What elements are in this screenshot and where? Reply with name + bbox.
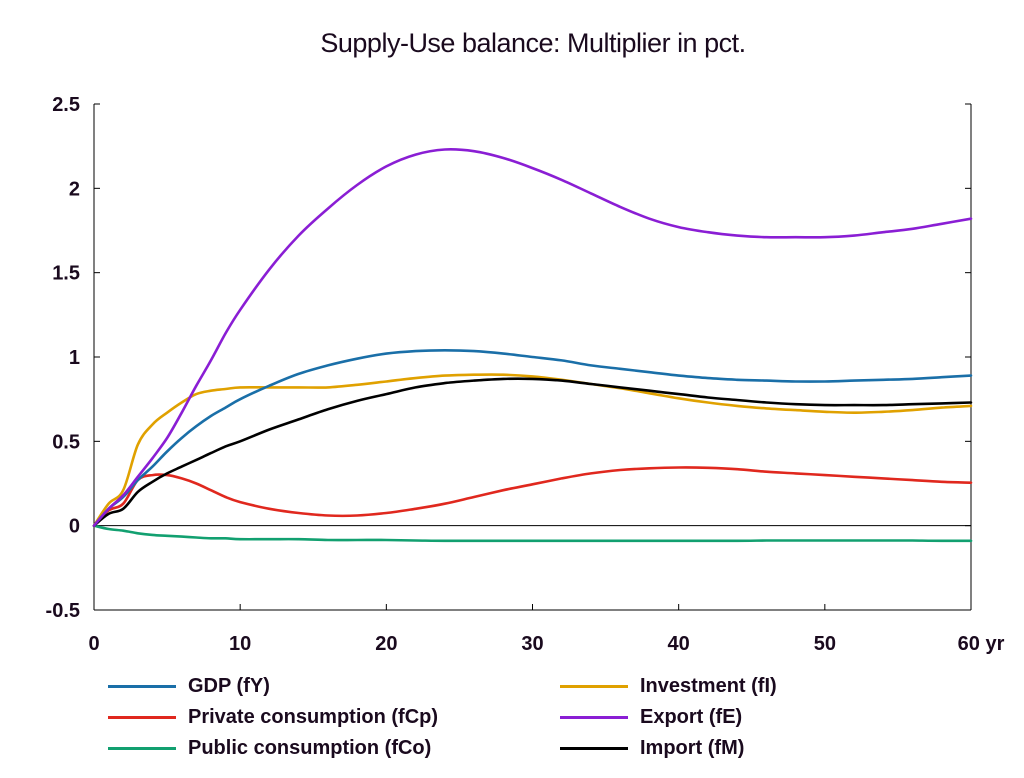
legend-swatch xyxy=(108,684,176,688)
y-tick-label: 0 xyxy=(69,516,80,538)
x-tick-label: 0 xyxy=(88,633,99,655)
tick-labels: -0.5 0 0.5 1 1.5 2 2.5 0 10 20 30 40 50 60 yr xyxy=(46,94,1005,655)
y-tick-label: 1.5 xyxy=(52,263,80,285)
series-line-gdp-fy xyxy=(92,349,973,527)
y-tick-label: 0.5 xyxy=(52,431,80,453)
chart-axes xyxy=(93,103,972,611)
legend-label: GDP (fY) xyxy=(188,674,270,697)
legend-swatch xyxy=(560,746,628,750)
series-line-public-consumption-fco xyxy=(92,524,973,543)
y-tick-label: -0.5 xyxy=(46,600,80,622)
series-line-private-consumption-fcp xyxy=(92,466,973,527)
x-tick-label: 20 xyxy=(375,633,397,655)
y-tick-label: 2 xyxy=(69,178,80,200)
legend-item: Public consumption (fCo) xyxy=(108,734,431,762)
legend-item: Export (fE) xyxy=(560,703,742,731)
x-tick-label: 50 xyxy=(814,633,836,655)
legend-item: Import (fM) xyxy=(560,734,744,762)
x-tick-label: 60 yr xyxy=(958,633,1005,655)
legend-label: Export (fE) xyxy=(640,705,743,728)
series-line-investment-fi xyxy=(92,373,973,527)
y-tick-label: 2.5 xyxy=(52,94,80,116)
x-tick-label: 10 xyxy=(229,633,251,655)
legend-swatch xyxy=(560,684,628,688)
x-tick-label: 30 xyxy=(521,633,543,655)
legend-swatch xyxy=(108,746,176,750)
legend-swatch xyxy=(560,715,628,719)
legend-label: Private consumption (fCp) xyxy=(188,705,439,728)
legend-swatch xyxy=(108,715,176,719)
chart-legend: GDP (fY) Private consumption (fCp) Public … xyxy=(0,672,1024,772)
y-tick-label: 1 xyxy=(69,347,80,369)
line-chart: -0.5 0 0.5 1 1.5 2 2.5 0 10 20 30 40 50 60 yr xyxy=(46,94,1005,655)
legend-item: Private consumption (fCp) xyxy=(108,703,438,731)
legend-label: Import (fM) xyxy=(640,736,745,759)
legend-item: Investment (fI) xyxy=(560,672,777,700)
series-line-import-fm xyxy=(92,377,973,527)
legend-label: Investment (fI) xyxy=(640,674,777,697)
legend-label: Public consumption (fCo) xyxy=(188,736,432,759)
series-line-export-fe xyxy=(92,148,973,527)
legend-item: GDP (fY) xyxy=(108,672,270,700)
series-lines xyxy=(92,148,973,543)
x-tick-label: 40 xyxy=(668,633,690,655)
chart-title: Supply-Use balance: Multiplier in pct. xyxy=(320,28,746,58)
